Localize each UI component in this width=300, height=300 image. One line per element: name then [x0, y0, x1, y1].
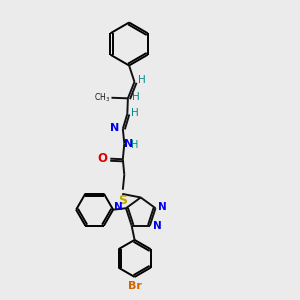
Text: N: N	[124, 139, 134, 149]
Text: N: N	[114, 202, 123, 212]
Text: Br: Br	[128, 281, 142, 291]
Text: CH$_3$: CH$_3$	[94, 92, 110, 104]
Text: O: O	[97, 152, 107, 165]
Text: H: H	[132, 92, 140, 102]
Text: H: H	[131, 140, 138, 150]
Text: S: S	[118, 194, 127, 207]
Text: H: H	[138, 75, 146, 85]
Text: N: N	[153, 221, 162, 231]
Text: H: H	[131, 108, 139, 118]
Text: N: N	[110, 123, 119, 133]
Text: N: N	[158, 202, 167, 212]
